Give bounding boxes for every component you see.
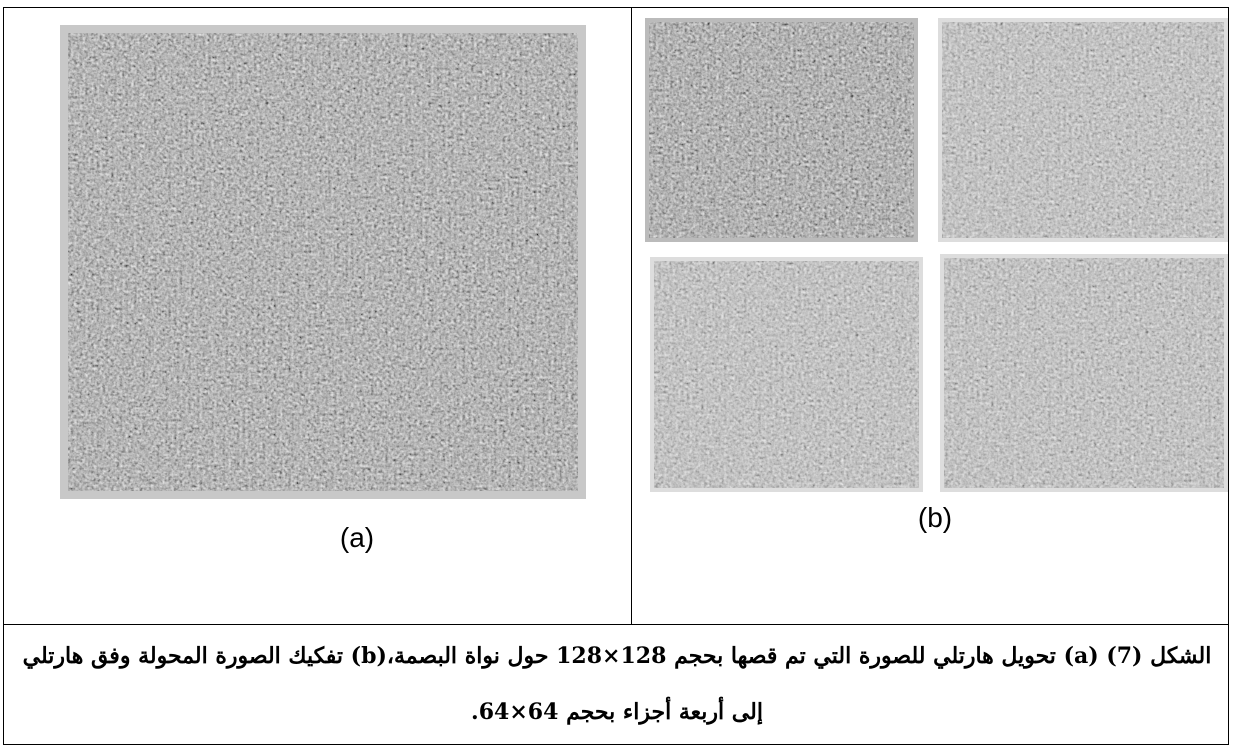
page: (a) (b) الشكل (7) (a) تحويل هارتلي للصور…: [0, 0, 1234, 749]
figure-caption: الشكل (7) (a) تحويل هارتلي للصورة التي ت…: [10, 628, 1224, 740]
subfigure-label: (b): [918, 502, 952, 534]
quadrant-image: [940, 254, 1228, 492]
subfigure-label: (a): [340, 522, 374, 554]
quadrant-image: [938, 18, 1228, 242]
hartley-transform-image: [60, 25, 586, 499]
quadrant-image: [645, 18, 918, 242]
column-divider: [631, 8, 632, 624]
quadrant-image: [650, 257, 923, 492]
row-divider: [4, 624, 1228, 625]
